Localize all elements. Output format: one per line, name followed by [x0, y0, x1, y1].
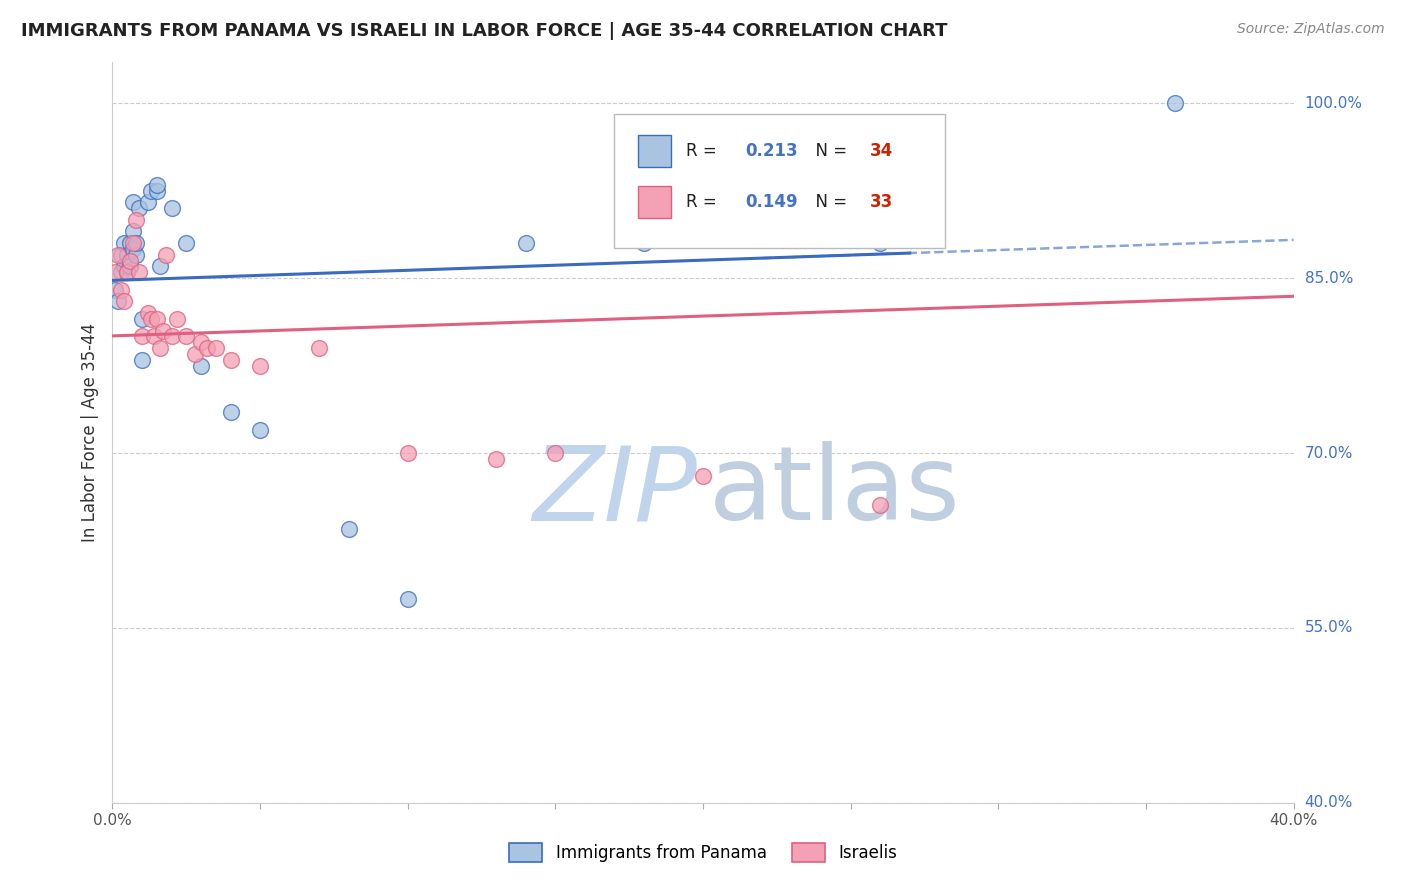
Text: IMMIGRANTS FROM PANAMA VS ISRAELI IN LABOR FORCE | AGE 35-44 CORRELATION CHART: IMMIGRANTS FROM PANAMA VS ISRAELI IN LAB…	[21, 22, 948, 40]
Text: Source: ZipAtlas.com: Source: ZipAtlas.com	[1237, 22, 1385, 37]
Point	[122, 242, 145, 256]
Point	[184, 347, 207, 361]
Text: 100.0%: 100.0%	[1305, 95, 1362, 111]
Point	[120, 236, 142, 251]
Point	[131, 312, 153, 326]
Point	[308, 341, 330, 355]
Text: 33: 33	[869, 193, 893, 211]
Point	[107, 248, 129, 262]
Point	[195, 341, 218, 355]
Point	[128, 265, 150, 279]
Point	[149, 260, 172, 274]
Point	[117, 265, 138, 279]
Point	[152, 324, 174, 338]
Point	[136, 306, 159, 320]
Point	[122, 236, 145, 251]
Point	[1164, 96, 1187, 111]
Point	[190, 335, 212, 350]
FancyBboxPatch shape	[614, 114, 945, 247]
Text: 70.0%: 70.0%	[1305, 445, 1353, 460]
Text: atlas: atlas	[709, 442, 960, 542]
Point	[142, 329, 165, 343]
Point	[396, 446, 419, 460]
Point	[112, 260, 135, 274]
Point	[249, 359, 271, 373]
Point	[139, 184, 162, 198]
Point	[396, 591, 419, 606]
Point	[120, 260, 142, 274]
Point	[544, 446, 567, 460]
Point	[112, 236, 135, 251]
Point	[249, 423, 271, 437]
Legend: Immigrants from Panama, Israelis: Immigrants from Panama, Israelis	[502, 836, 904, 869]
Point	[110, 265, 132, 279]
Point	[160, 329, 183, 343]
Text: N =: N =	[804, 193, 852, 211]
Y-axis label: In Labor Force | Age 35-44: In Labor Force | Age 35-44	[80, 323, 98, 542]
Point	[146, 312, 169, 326]
Text: R =: R =	[686, 193, 723, 211]
Point	[166, 312, 188, 326]
Text: 0.149: 0.149	[745, 193, 799, 211]
Point	[125, 212, 148, 227]
Point	[692, 469, 714, 483]
FancyBboxPatch shape	[638, 136, 671, 167]
Point	[110, 283, 132, 297]
Point	[122, 225, 145, 239]
Text: N =: N =	[804, 142, 852, 161]
Point	[120, 253, 142, 268]
Point	[160, 201, 183, 215]
Point	[146, 178, 169, 192]
Point	[125, 236, 148, 251]
Text: ZIP: ZIP	[533, 442, 697, 541]
Text: 55.0%: 55.0%	[1305, 621, 1353, 635]
Point	[337, 522, 360, 536]
Point	[146, 184, 169, 198]
Point	[128, 201, 150, 215]
Point	[139, 312, 162, 326]
Point	[122, 195, 145, 210]
Point	[174, 236, 197, 251]
Point	[131, 329, 153, 343]
Text: 40.0%: 40.0%	[1305, 796, 1353, 810]
Point	[219, 352, 242, 367]
Point	[485, 451, 508, 466]
Text: 85.0%: 85.0%	[1305, 270, 1353, 285]
Point	[117, 248, 138, 262]
Point	[869, 499, 891, 513]
Point	[107, 294, 129, 309]
FancyBboxPatch shape	[638, 186, 671, 218]
Point	[515, 236, 537, 251]
Point	[136, 195, 159, 210]
Text: 34: 34	[869, 142, 893, 161]
Point	[219, 405, 242, 419]
Point	[205, 341, 228, 355]
Point	[104, 283, 127, 297]
Point	[174, 329, 197, 343]
Point	[117, 265, 138, 279]
Point	[104, 265, 127, 279]
Point	[155, 248, 177, 262]
Text: 0.213: 0.213	[745, 142, 799, 161]
Point	[149, 341, 172, 355]
Point	[633, 236, 655, 251]
Point	[112, 294, 135, 309]
Text: R =: R =	[686, 142, 723, 161]
Point	[131, 352, 153, 367]
Point	[125, 248, 148, 262]
Point	[190, 359, 212, 373]
Point	[110, 248, 132, 262]
Point	[869, 236, 891, 251]
